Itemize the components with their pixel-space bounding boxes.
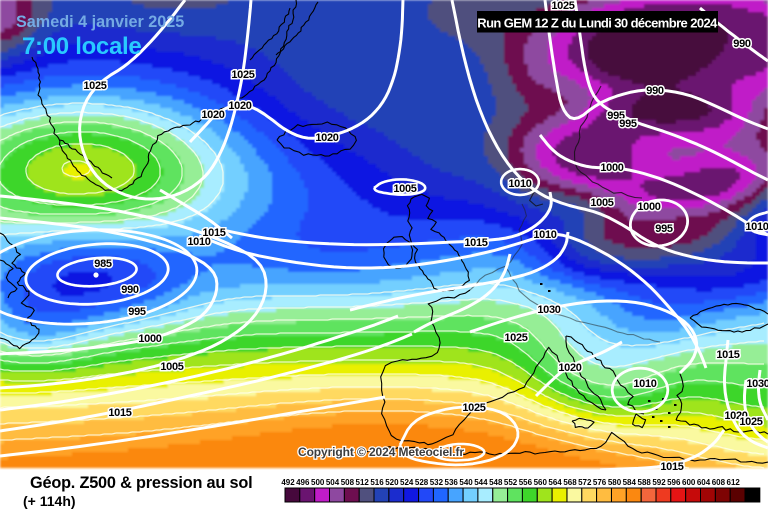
svg-text:1025: 1025 xyxy=(462,402,485,414)
svg-text:496: 496 xyxy=(296,478,310,487)
svg-text:1015: 1015 xyxy=(464,237,487,249)
svg-text:536: 536 xyxy=(445,478,459,487)
svg-text:608: 608 xyxy=(712,478,726,487)
svg-text:1010: 1010 xyxy=(508,178,531,190)
svg-text:532: 532 xyxy=(430,478,444,487)
svg-text:Géop. Z500 & pression au sol: Géop. Z500 & pression au sol xyxy=(30,474,252,492)
svg-text:544: 544 xyxy=(474,478,488,487)
svg-text:1025: 1025 xyxy=(739,416,762,428)
svg-text:564: 564 xyxy=(548,478,562,487)
svg-text:552: 552 xyxy=(504,478,518,487)
svg-text:580: 580 xyxy=(608,478,622,487)
svg-text:Copyright © 2024 Meteociel.fr: Copyright © 2024 Meteociel.fr xyxy=(298,445,464,459)
svg-text:995: 995 xyxy=(655,223,673,235)
svg-text:528: 528 xyxy=(415,478,429,487)
svg-text:500: 500 xyxy=(311,478,325,487)
svg-text:1000: 1000 xyxy=(138,333,161,345)
svg-text:1020: 1020 xyxy=(201,109,224,121)
svg-text:588: 588 xyxy=(638,478,652,487)
svg-text:1015: 1015 xyxy=(202,227,225,239)
svg-text:520: 520 xyxy=(385,478,399,487)
svg-text:1030: 1030 xyxy=(537,304,560,316)
svg-text:995: 995 xyxy=(619,118,637,130)
svg-text:7:00 locale: 7:00 locale xyxy=(22,33,141,60)
svg-text:995: 995 xyxy=(607,110,625,122)
svg-text:995: 995 xyxy=(128,306,146,318)
svg-text:508: 508 xyxy=(341,478,355,487)
svg-text:492: 492 xyxy=(281,478,295,487)
svg-text:1000: 1000 xyxy=(637,201,660,213)
svg-text:1005: 1005 xyxy=(160,361,183,373)
svg-text:1025: 1025 xyxy=(551,0,574,12)
svg-text:556: 556 xyxy=(519,478,533,487)
svg-text:1000: 1000 xyxy=(600,162,623,174)
svg-text:600: 600 xyxy=(682,478,696,487)
svg-text:1005: 1005 xyxy=(393,183,416,195)
svg-text:1010: 1010 xyxy=(633,378,656,390)
svg-text:568: 568 xyxy=(563,478,577,487)
svg-text:(+ 114h): (+ 114h) xyxy=(23,493,76,509)
svg-text:512: 512 xyxy=(356,478,370,487)
svg-text:1015: 1015 xyxy=(716,349,739,361)
svg-text:990: 990 xyxy=(733,38,751,50)
svg-text:596: 596 xyxy=(667,478,681,487)
svg-text:504: 504 xyxy=(326,478,340,487)
svg-text:540: 540 xyxy=(459,478,473,487)
svg-text:Run GEM 12 Z du Lundi 30 décem: Run GEM 12 Z du Lundi 30 décembre 2024 xyxy=(477,16,718,31)
svg-text:572: 572 xyxy=(578,478,592,487)
svg-text:1025: 1025 xyxy=(231,69,254,81)
svg-text:1010: 1010 xyxy=(187,236,210,248)
svg-text:516: 516 xyxy=(370,478,384,487)
svg-text:1020: 1020 xyxy=(558,362,581,374)
svg-text:1020: 1020 xyxy=(228,100,251,112)
svg-text:1025: 1025 xyxy=(504,332,527,344)
svg-text:1025: 1025 xyxy=(83,80,106,92)
svg-text:560: 560 xyxy=(534,478,548,487)
svg-text:576: 576 xyxy=(593,478,607,487)
svg-text:1030: 1030 xyxy=(746,378,768,390)
svg-text:612: 612 xyxy=(727,478,741,487)
svg-text:592: 592 xyxy=(652,478,666,487)
svg-text:1020: 1020 xyxy=(724,410,747,422)
svg-text:584: 584 xyxy=(623,478,637,487)
svg-text:524: 524 xyxy=(400,478,414,487)
svg-text:990: 990 xyxy=(646,85,664,97)
svg-text:1010: 1010 xyxy=(745,221,768,233)
svg-text:1005: 1005 xyxy=(590,197,613,209)
svg-text:1020: 1020 xyxy=(315,132,338,144)
svg-text:Samedi 4 janvier 2025: Samedi 4 janvier 2025 xyxy=(16,13,184,31)
svg-text:990: 990 xyxy=(121,284,139,296)
svg-text:1010: 1010 xyxy=(533,229,556,241)
svg-text:548: 548 xyxy=(489,478,503,487)
svg-text:985: 985 xyxy=(94,258,112,270)
svg-text:1015: 1015 xyxy=(108,407,131,419)
svg-text:604: 604 xyxy=(697,478,711,487)
